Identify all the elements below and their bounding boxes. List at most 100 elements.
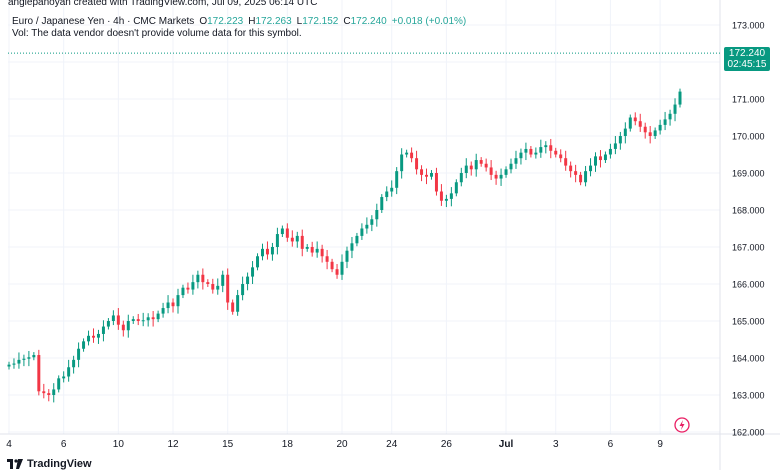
candle <box>594 152 597 172</box>
candle-body <box>261 249 264 256</box>
candle <box>524 143 527 160</box>
low-value: 172.152 <box>302 16 338 27</box>
candle <box>534 147 537 158</box>
tradingview-logo[interactable]: TradingView <box>7 457 92 471</box>
candle-body <box>241 284 244 295</box>
candle <box>167 295 170 313</box>
candle <box>301 230 304 257</box>
candle <box>350 237 353 258</box>
x-tick-label: 3 <box>553 439 559 450</box>
candle <box>639 114 642 132</box>
candle <box>117 308 120 330</box>
candle <box>211 279 214 294</box>
candle <box>505 166 508 177</box>
flag-event-icon[interactable] <box>674 417 690 433</box>
candle-body <box>296 236 299 242</box>
y-tick-label: 171.000 <box>732 95 765 105</box>
candle <box>430 170 433 180</box>
x-axis[interactable]: 4 6 10 12 15 18 20 24 26 Jul 3 6 9 <box>6 439 663 450</box>
candle <box>664 112 667 130</box>
candle-body <box>505 169 508 175</box>
candle <box>619 132 622 150</box>
candle-body <box>420 169 423 175</box>
candle <box>604 152 607 163</box>
candle-body <box>345 251 348 262</box>
candle-body <box>619 136 622 143</box>
candle-body <box>569 166 572 172</box>
candle <box>216 278 219 294</box>
last-price-value: 172.240 <box>724 48 770 59</box>
candle-body <box>27 357 30 358</box>
candle <box>147 313 150 326</box>
candle-body <box>37 355 40 391</box>
candle-body <box>679 92 682 105</box>
candle <box>27 351 30 366</box>
candle <box>331 259 334 272</box>
candle <box>360 223 363 240</box>
candle-body <box>400 155 403 172</box>
candle-body <box>529 149 532 155</box>
symbol-title[interactable]: Euro / Japanese Yen · 4h · CMC Markets <box>12 16 194 27</box>
candle <box>87 331 90 346</box>
candle-body <box>301 236 304 249</box>
candle-body <box>375 210 378 219</box>
candle-body <box>167 303 170 309</box>
candle <box>112 310 115 325</box>
candle-body <box>92 336 95 338</box>
candle-body <box>266 249 269 255</box>
candle <box>514 151 517 169</box>
candle <box>355 233 358 246</box>
candle-body <box>564 158 567 165</box>
candle <box>42 384 45 398</box>
candle <box>336 264 339 279</box>
candle <box>614 136 617 154</box>
candle <box>544 141 547 153</box>
candle-body <box>664 119 667 125</box>
countdown-timer: 02:45:15 <box>724 59 770 70</box>
candle-body <box>584 171 587 182</box>
candle <box>57 375 60 392</box>
candle <box>52 383 55 402</box>
candle <box>17 352 20 368</box>
candle-body <box>644 127 647 133</box>
candle <box>365 217 368 233</box>
candle <box>266 241 269 259</box>
candle-body <box>152 317 155 319</box>
candle <box>316 241 319 257</box>
y-tick-label: 168.000 <box>732 206 765 216</box>
candle <box>341 254 344 280</box>
candle-body <box>72 360 75 367</box>
candle <box>37 350 40 396</box>
candle-body <box>649 132 652 136</box>
high-value: 172.263 <box>255 16 291 27</box>
candle <box>584 166 587 186</box>
candle-body <box>8 365 11 367</box>
candle-body <box>316 249 319 253</box>
candle <box>142 313 145 326</box>
candle <box>177 289 180 314</box>
x-tick-label: 20 <box>336 439 348 450</box>
candle <box>554 148 557 158</box>
candle-body <box>629 118 632 129</box>
candle-body <box>311 247 314 253</box>
candle <box>485 159 488 172</box>
candle <box>574 165 577 182</box>
candle-body <box>22 359 25 360</box>
candle-body <box>206 282 209 284</box>
candle-body <box>216 286 219 290</box>
candle <box>370 215 373 231</box>
candle <box>589 158 592 176</box>
y-tick-label: 169.000 <box>732 169 765 179</box>
candle <box>674 98 677 121</box>
candle-body <box>514 158 517 164</box>
candle-body <box>460 173 463 182</box>
candle <box>191 275 194 295</box>
candle-body <box>614 143 617 149</box>
y-tick-label: 173.000 <box>732 21 765 31</box>
y-axis[interactable]: 162.000 163.000 164.000 165.000 166.000 167.0… <box>732 21 765 438</box>
candle <box>62 371 65 382</box>
candle-body <box>256 256 259 267</box>
close-value: 172.240 <box>351 16 387 27</box>
candle-body <box>445 199 448 201</box>
